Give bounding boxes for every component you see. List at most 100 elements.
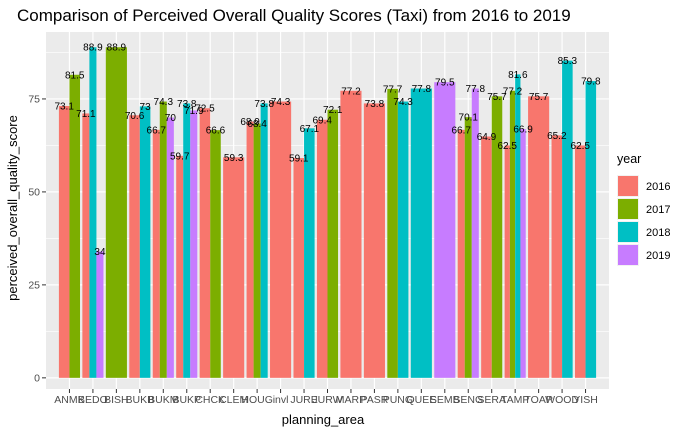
data-label-WOOD-2016: 65.2 (547, 131, 567, 142)
legend-label-2019: 2019 (646, 250, 670, 262)
bar-PUNG-2017 (387, 88, 398, 378)
bar-TOAP-2016 (528, 96, 550, 378)
bar-HOUG-2018 (260, 103, 268, 378)
bar-WOOD-2018 (562, 60, 573, 378)
data-label-BEDO-2018: 88.9 (83, 43, 103, 54)
data-label-PASR-2016: 73.8 (365, 99, 385, 110)
x-tick-label: BUKM (148, 394, 178, 406)
legend-swatch-2017 (618, 199, 638, 219)
bar-BUKP-2018 (183, 103, 191, 378)
bar-MARP-2016 (340, 90, 362, 378)
data-label-BEDO-2019: 34 (94, 247, 106, 258)
data-label-CHCK-2016: 72.5 (195, 104, 215, 115)
bar-TAMP-2017 (509, 90, 516, 378)
data-label-invl-2016: 74.3 (271, 97, 291, 108)
data-label-HOUG-2016: 68.9 (240, 117, 260, 128)
bar-SENG-2017 (464, 117, 472, 378)
legend: year 2016 2017 2018 2019 (617, 152, 670, 266)
data-label-BUKP-2018: 73.8 (177, 99, 197, 110)
bar-SEMB-2019 (434, 82, 456, 378)
x-tick-label: SENG (453, 394, 483, 406)
legend-label-2016: 2016 (646, 181, 670, 193)
data-label-BEDO-2016: 71.1 (76, 109, 96, 120)
x-tick-label: HOUG (241, 394, 273, 406)
x-tick-label: TAMP (501, 394, 529, 406)
data-label-HOUG-2017: 68.4 (247, 119, 267, 130)
data-label-BUKM-2016: 66.7 (147, 125, 167, 136)
bar-BUKP-2019 (190, 110, 198, 378)
x-tick-label: JURE (290, 394, 317, 406)
bar-BUKM-2017 (159, 101, 167, 378)
bar-JURE-2018 (304, 128, 315, 378)
legend-label-2018: 2018 (646, 227, 670, 239)
bar-JURE-2016 (293, 158, 305, 378)
x-tick-label: JURW (312, 394, 342, 406)
bar-YISH-2016 (574, 145, 586, 378)
bar-ANMK-2016 (58, 106, 70, 378)
x-tick-label: PUNG (383, 394, 413, 406)
x-tick-label: YISH (573, 394, 598, 406)
x-tick-label: BUKB (126, 394, 155, 406)
y-tick-label: 25 (28, 279, 40, 291)
data-label-CLEM-2016: 59.3 (224, 153, 244, 164)
bar-TAMP-2016 (504, 145, 510, 378)
y-tick-label: 75 (28, 93, 40, 105)
bar-HOUG-2017 (253, 123, 261, 378)
bar-WOOD-2016 (551, 135, 563, 378)
x-axis-title: planning_area (282, 412, 365, 427)
legend-title: year (617, 152, 641, 166)
data-label-BUKB-2018: 73 (140, 102, 152, 113)
bar-SENG-2019 (471, 88, 479, 378)
y-axis: 0 25 50 75 (28, 93, 46, 384)
bar-SERA-2017 (491, 96, 503, 378)
data-label-CHCK-2017: 66.6 (206, 126, 226, 137)
x-tick-label: PASR (361, 394, 389, 406)
bar-CHCK-2017 (210, 130, 221, 378)
data-label-TAMP-2019: 66.9 (513, 125, 533, 136)
bar-BEDO-2016 (82, 113, 90, 378)
x-tick-label: SERA (477, 394, 506, 406)
x-tick-label: BUKP (172, 394, 201, 406)
x-tick-label: QUEE (406, 394, 436, 406)
bar-BUKP-2016 (176, 155, 184, 378)
data-label-TAMP-2017: 77.2 (503, 86, 523, 97)
data-labels: 73.1 81.5 71.1 88.9 34 88.9 70.673 66.7 74.3 70 59… (54, 43, 601, 258)
data-label-SEMB-2019: 79.5 (435, 78, 455, 89)
bar-TAMP-2018 (515, 74, 521, 378)
data-label-MARP-2016: 77.2 (341, 86, 361, 97)
x-tick-label: BEDO (78, 394, 108, 406)
legend-swatch-2016 (618, 176, 638, 196)
legend-swatch-2019 (618, 245, 638, 265)
legend-swatch-2018 (618, 222, 638, 242)
x-tick-label: ANMK (54, 394, 84, 406)
data-label-BUKM-2019: 70 (165, 113, 177, 124)
data-label-YISH-2018: 79.8 (581, 77, 601, 88)
bar-JURW-2017 (327, 109, 339, 378)
data-label-JURW-2016: 69.4 (312, 115, 332, 126)
data-label-BUKP-2019: 71.9 (184, 106, 204, 117)
bar-HOUG-2016 (246, 121, 254, 378)
y-tick-label: 0 (34, 372, 40, 384)
data-label-BISH-2017: 88.9 (107, 43, 127, 54)
bar-QUEE-2018 (410, 88, 432, 378)
bars (58, 47, 597, 378)
bar-BEDO-2019 (96, 251, 104, 378)
data-label-BUKM-2017: 74.3 (154, 97, 174, 108)
bar-PUNG-2018 (397, 101, 409, 378)
data-label-BUKP-2016: 59.7 (170, 151, 190, 162)
data-label-SENG-2016: 66.7 (451, 125, 471, 136)
y-axis-title: perceived_overall_quality_score (5, 115, 20, 301)
data-label-QUEE-2018: 77.8 (412, 84, 432, 95)
bar-JURW-2016 (316, 119, 328, 378)
x-tick-label: MARP (336, 394, 366, 406)
bar-SENG-2016 (457, 129, 465, 378)
bar-TAMP-2019 (520, 129, 526, 378)
data-label-JURE-2018: 67.1 (300, 124, 320, 135)
y-tick-label: 50 (28, 186, 40, 198)
bar-BEDO-2018 (89, 47, 97, 378)
data-label-PUNG-2017: 77.7 (383, 84, 403, 95)
x-tick-label: CLEM (219, 394, 248, 406)
data-label-JURW-2017: 72.1 (323, 105, 343, 116)
